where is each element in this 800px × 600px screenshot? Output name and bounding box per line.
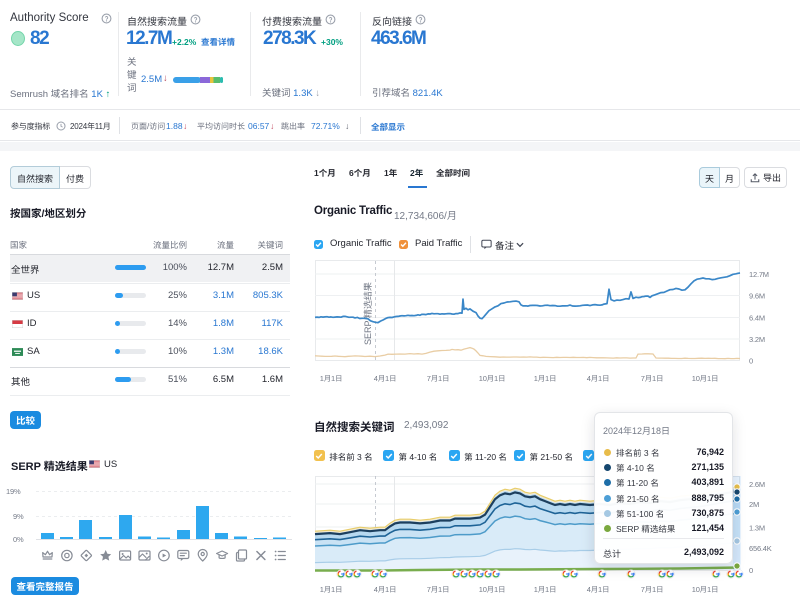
svg-text:10月1日: 10月1日 — [479, 374, 506, 383]
svg-text:1月1日: 1月1日 — [534, 374, 557, 383]
svg-text:1月1日: 1月1日 — [320, 374, 343, 383]
svg-text:7月1日: 7月1日 — [641, 585, 664, 594]
svg-text:19%: 19% — [6, 487, 21, 496]
svg-text:3.2M: 3.2M — [749, 335, 765, 344]
svg-text:1.3M: 1.3M — [749, 524, 765, 533]
svg-text:7月1日: 7月1日 — [641, 374, 664, 383]
svg-text:4月1日: 4月1日 — [587, 374, 610, 383]
svg-text:1月1日: 1月1日 — [534, 585, 557, 594]
svg-text:7月1日: 7月1日 — [427, 374, 450, 383]
svg-text:4月1日: 4月1日 — [587, 585, 610, 594]
svg-text:2M: 2M — [749, 500, 759, 509]
svg-text:7月1日: 7月1日 — [427, 585, 450, 594]
svg-text:10月1日: 10月1日 — [479, 585, 506, 594]
svg-text:SERP 精选结果: SERP 精选结果 — [363, 282, 373, 345]
svg-text:10月1日: 10月1日 — [692, 374, 719, 383]
svg-text:2.6M: 2.6M — [749, 480, 765, 489]
svg-text:10月1日: 10月1日 — [692, 585, 719, 594]
svg-text:4月1日: 4月1日 — [374, 374, 397, 383]
svg-text:1月1日: 1月1日 — [320, 585, 343, 594]
svg-text:6.4M: 6.4M — [749, 314, 765, 323]
svg-text:656.4K: 656.4K — [749, 544, 772, 553]
svg-text:0: 0 — [749, 566, 753, 575]
svg-text:0%: 0% — [13, 535, 24, 544]
svg-text:9%: 9% — [13, 512, 24, 521]
svg-text:12.7M: 12.7M — [749, 270, 769, 279]
svg-text:9.6M: 9.6M — [749, 292, 765, 301]
svg-text:0: 0 — [749, 357, 753, 366]
svg-text:4月1日: 4月1日 — [374, 585, 397, 594]
